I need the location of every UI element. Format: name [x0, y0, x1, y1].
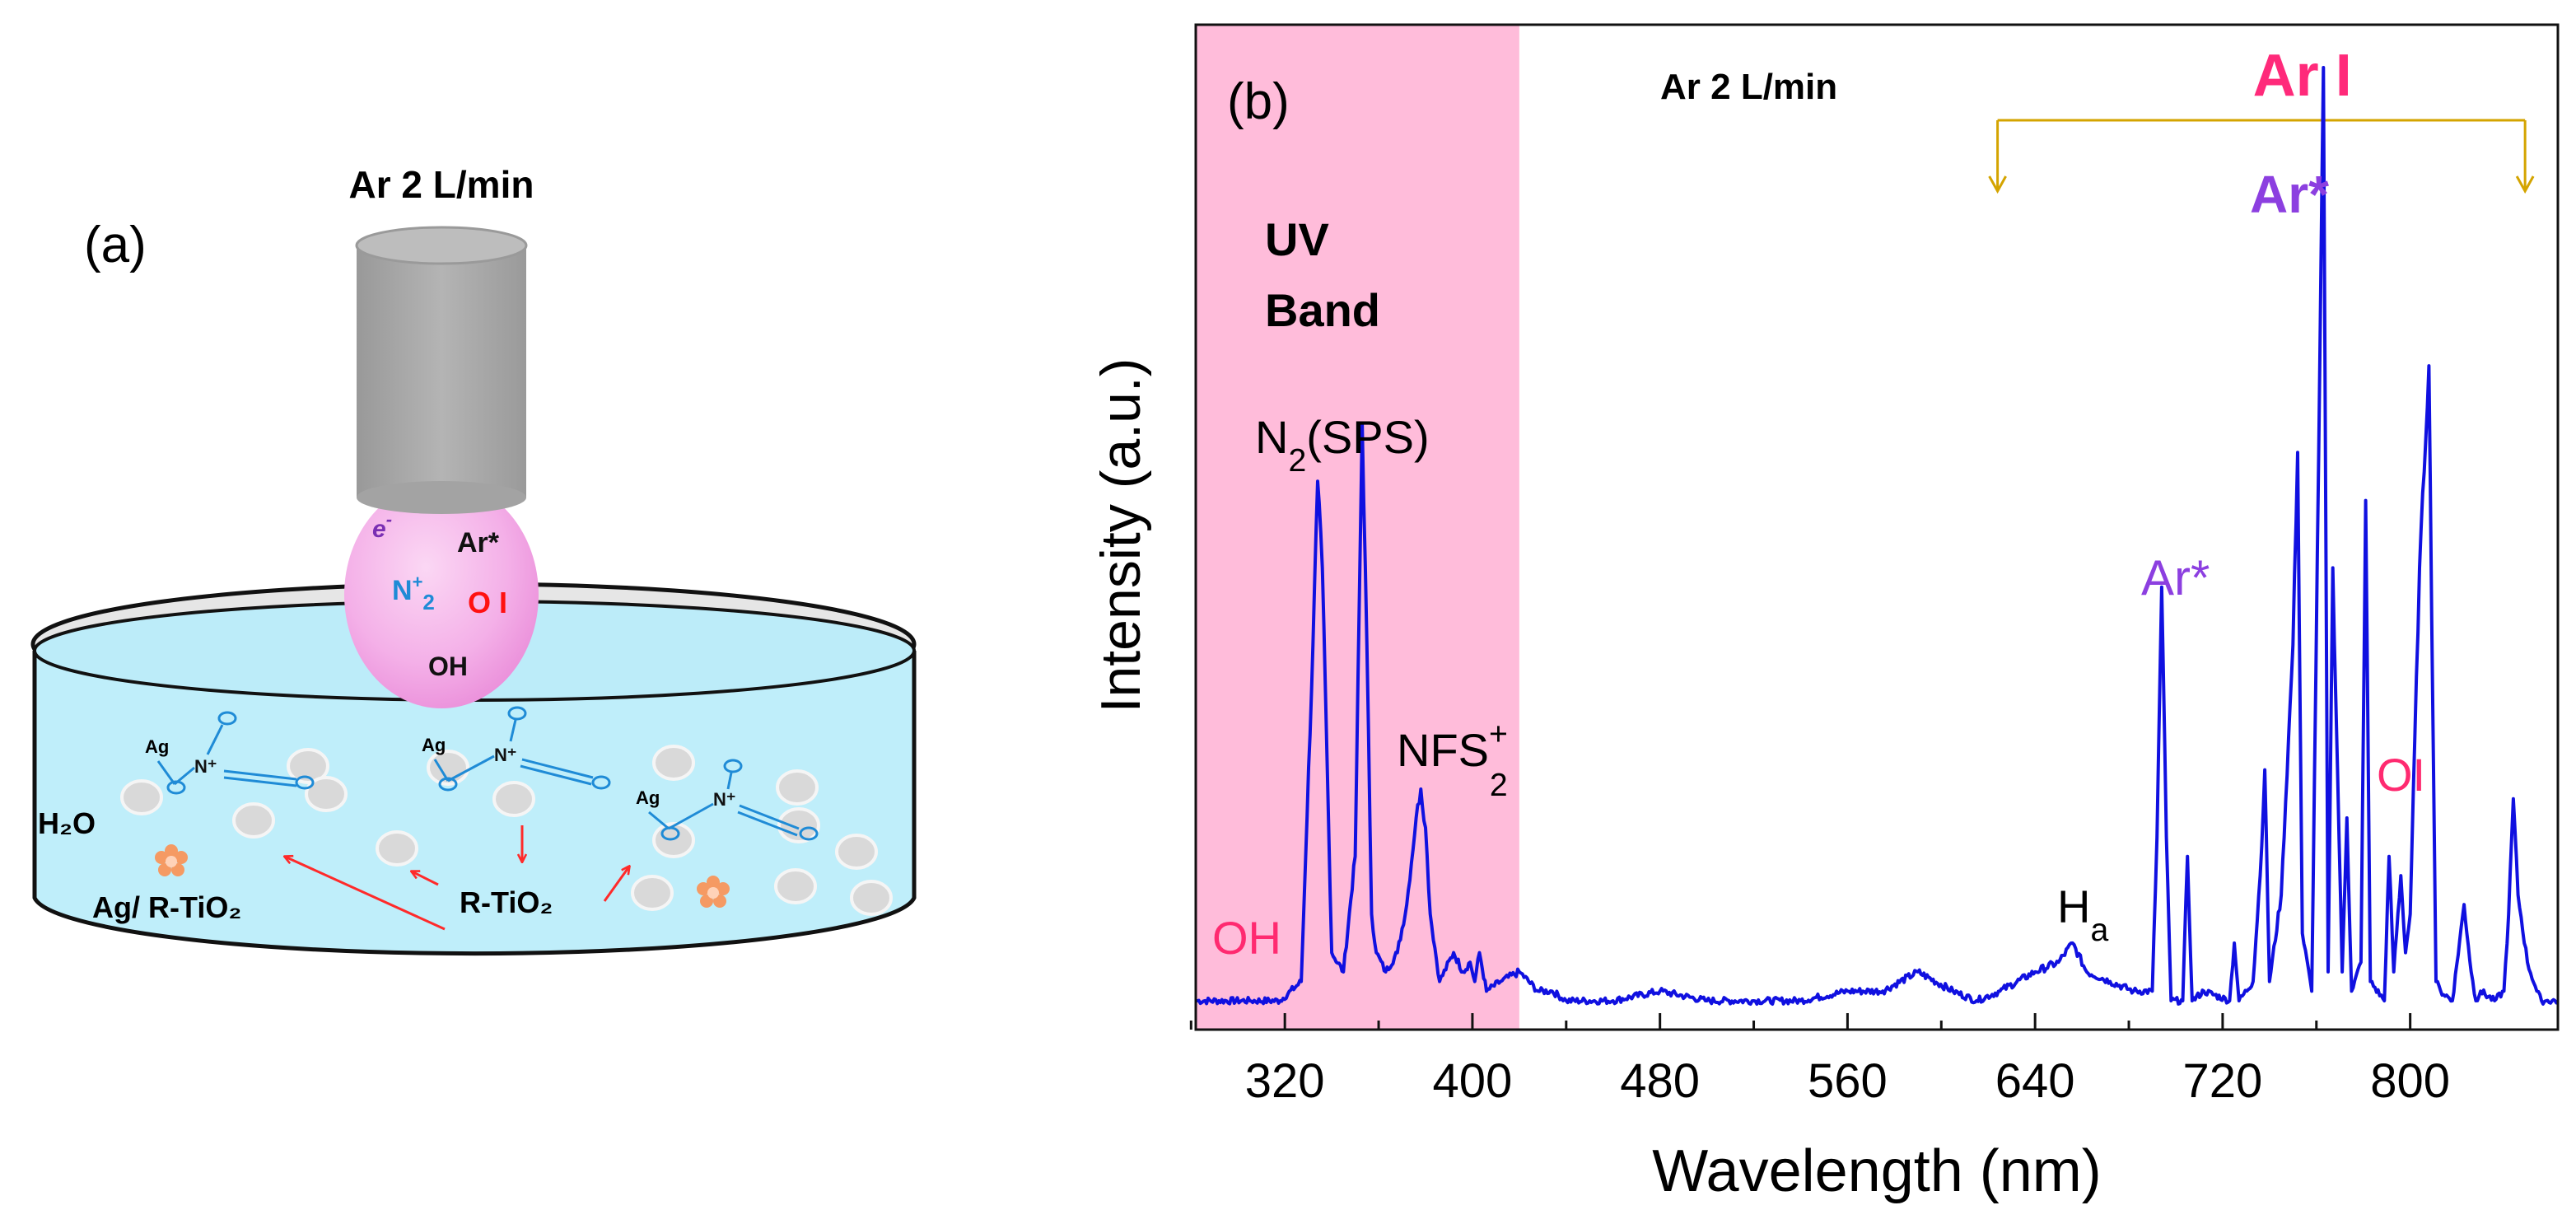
svg-text:Ag: Ag [636, 787, 660, 808]
ag-nitrate-complex-2: Ag N⁺ [422, 706, 611, 792]
ag-nitrate-complex-3: Ag N⁺ [636, 759, 819, 841]
ar-i-label: Ar I [2253, 43, 2352, 109]
peak-annotations: OH N2(SPS) NFS+ 2 Ha Ar* Ar* OI [1212, 165, 2425, 964]
svg-text:Ag: Ag [145, 736, 169, 757]
x-tick-label: 560 [1808, 1054, 1888, 1108]
y-axis-label: Intensity (a.u.) [1090, 358, 1152, 713]
plot-frame [1194, 23, 2560, 1031]
jet-nozzle [355, 226, 528, 514]
svg-text:Ag: Ag [422, 735, 446, 755]
series-line [1195, 66, 2560, 1006]
x-tick-label: 640 [1995, 1054, 2075, 1108]
peak-annotation: Ar* [2141, 550, 2210, 605]
rtio2-label: R-TiO₂ [460, 885, 553, 919]
svg-text:N⁺: N⁺ [194, 756, 217, 777]
ar-i-bracket [1988, 119, 2535, 194]
uv-band [1196, 25, 1519, 1030]
oh-label: OH [428, 652, 468, 681]
chart-title: Ar 2 L/min [1660, 67, 1837, 107]
plasma-plume [344, 481, 539, 708]
svg-text:N⁺: N⁺ [713, 789, 736, 810]
panel-b-chart: UV Band Ar I 320 400 480 560 640 720 800 (b) A… [1090, 23, 2560, 1204]
x-tick-label: 800 [2370, 1054, 2450, 1108]
ag-nitrate-complex-1: Ag N⁺ [145, 711, 315, 795]
x-tick-label: 480 [1620, 1054, 1700, 1108]
x-tick-label: 720 [2183, 1054, 2263, 1108]
svg-text:N⁺: N⁺ [494, 745, 517, 765]
oi-label: O I [468, 586, 507, 619]
water-label: H₂O [38, 806, 96, 840]
peak-annotation: Ar* [2250, 165, 2329, 224]
ar-star-label: Ar* [457, 527, 500, 558]
peak-annotation: Ha [2057, 881, 2108, 948]
x-ticks [1189, 1013, 2412, 1030]
bracket-arrowhead-right [2515, 175, 2535, 194]
n2-ion-label: N+2 [392, 572, 435, 614]
bracket-arrowhead-left [1988, 175, 2007, 194]
peak-annotation: OH [1212, 912, 1281, 964]
uv-band-label-line2: Band [1265, 284, 1380, 336]
x-tick-label: 400 [1433, 1054, 1513, 1108]
reaction-arrows [285, 825, 629, 931]
electron-label: e- [372, 509, 392, 543]
ag-rtio2-label: Ag/ R-TiO₂ [92, 890, 241, 924]
peak-annotation: OI [2377, 749, 2425, 801]
panel-a-label: (a) [84, 217, 147, 273]
uv-band-label-line1: UV [1265, 213, 1329, 265]
series-group [1195, 66, 2560, 1006]
peak-annotation: NFS+ 2 [1397, 717, 1508, 803]
panel-b-label: (b) [1227, 73, 1290, 130]
x-tick-labels: 320 400 480 560 640 720 800 [1245, 1054, 2450, 1108]
peak-annotation: N2(SPS) [1255, 411, 1430, 479]
panel-a-schematic: (a) Ar 2 L/min e- Ar* N+2 O I OH [30, 163, 917, 956]
x-tick-label: 320 [1245, 1054, 1325, 1108]
gas-flow-label: Ar 2 L/min [349, 163, 534, 206]
x-axis-label: Wavelength (nm) [1652, 1138, 2102, 1204]
